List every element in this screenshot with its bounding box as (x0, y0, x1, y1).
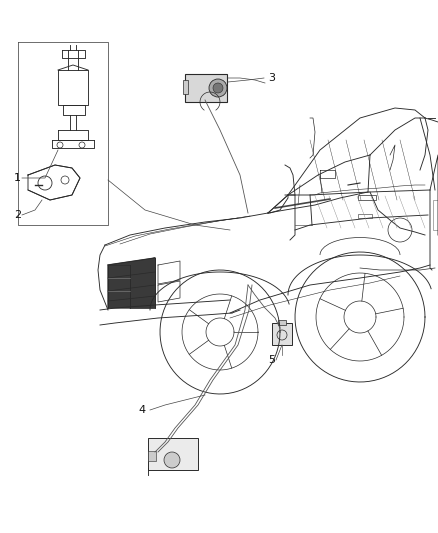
Text: 2: 2 (14, 210, 21, 220)
Bar (183, 80, 188, 94)
Text: 5: 5 (268, 355, 275, 365)
Bar (148, 438, 198, 470)
Circle shape (164, 452, 180, 468)
Text: 4: 4 (138, 405, 145, 415)
Bar (185, 74, 227, 102)
Text: 3: 3 (268, 73, 275, 83)
Bar (278, 320, 286, 325)
Circle shape (213, 83, 223, 93)
Bar (358, 195, 376, 200)
Polygon shape (130, 258, 155, 308)
Bar (148, 451, 156, 461)
Bar (272, 323, 292, 345)
Bar (433, 200, 438, 230)
Bar (358, 214, 372, 218)
Text: 1: 1 (14, 173, 21, 183)
Polygon shape (108, 258, 155, 308)
Circle shape (209, 79, 227, 97)
